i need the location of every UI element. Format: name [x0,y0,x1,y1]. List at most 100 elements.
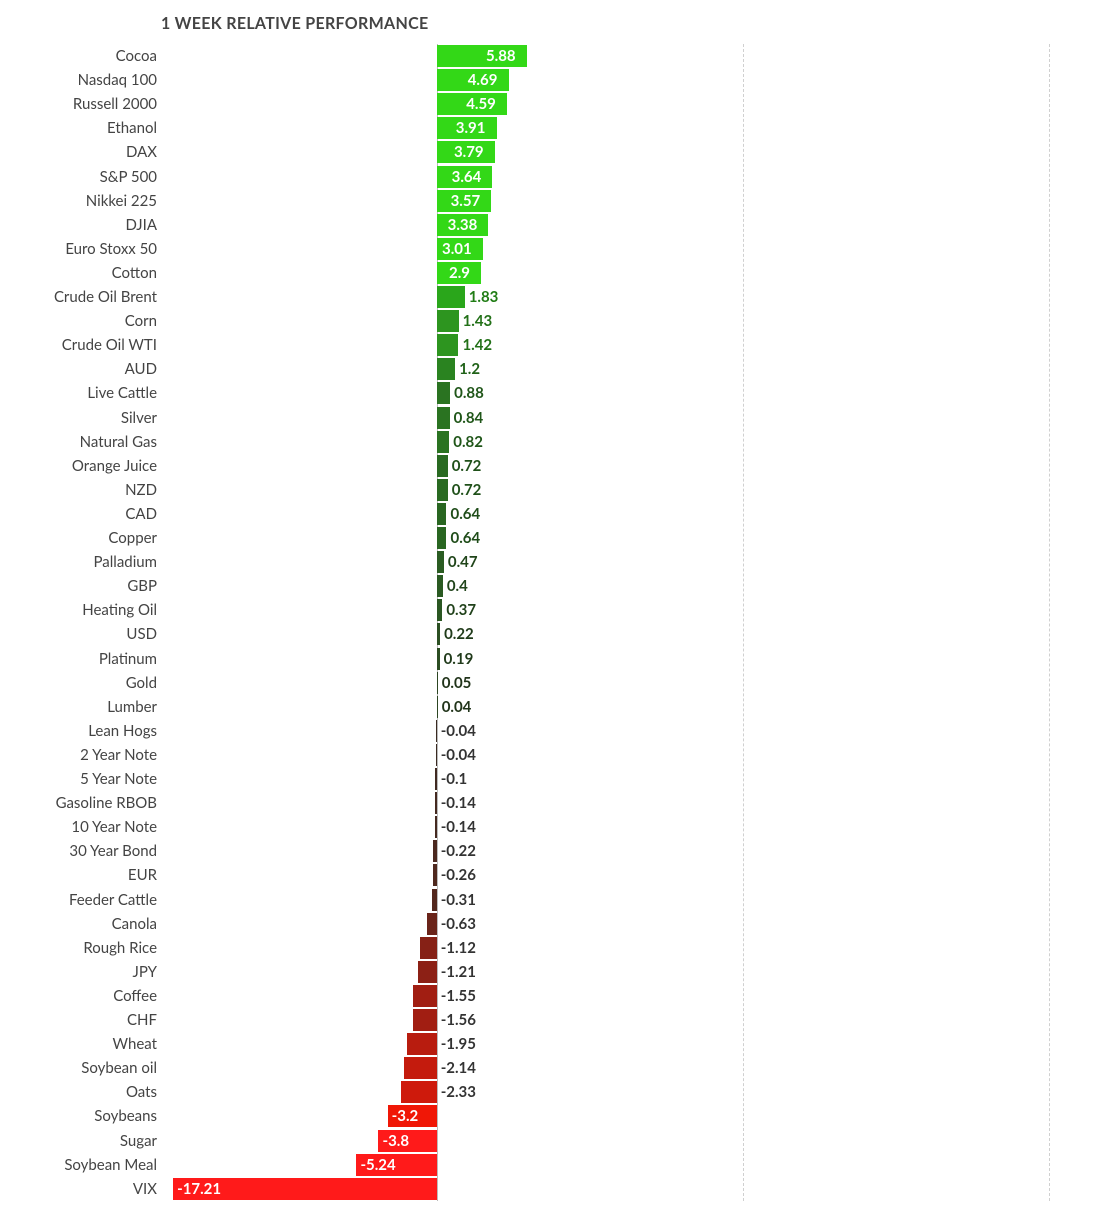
bar-label: Feeder Cattle [0,889,157,911]
bar-row: Ethanol3.91 [161,117,1080,139]
bar [437,575,443,597]
bar-row: Sugar-3.8 [161,1130,1080,1152]
bar-value: 3.79 [454,141,488,163]
bar-row: Crude Oil Brent1.83 [161,286,1080,308]
bar-row: 2 Year Note-0.04 [161,744,1080,766]
bar [436,744,437,766]
bar-label: JPY [0,961,157,983]
bar [437,503,447,525]
bar-row: GBP0.4 [161,575,1080,597]
bar-value: -0.04 [441,744,476,766]
bar-value: -3.2 [392,1105,419,1127]
bar-label: Soybeans [0,1105,157,1127]
bar-label: 30 Year Bond [0,840,157,862]
bar-label: Silver [0,407,157,429]
bar-label: USD [0,623,157,645]
bar-label: Corn [0,310,157,332]
bar-value: -1.55 [441,985,476,1007]
bar-value: 0.4 [447,575,468,597]
bar-label: Heating Oil [0,599,157,621]
bar-row: Soybean Meal-5.24 [161,1154,1080,1176]
bar-value: 0.19 [444,648,474,670]
chart-title: 1 WEEK RELATIVE PERFORMANCE [161,14,428,33]
bar-label: Nasdaq 100 [0,69,157,91]
bar-value: -2.14 [441,1057,476,1079]
bar-row: Soybean oil-2.14 [161,1057,1080,1079]
bar-row: Rough Rice-1.12 [161,937,1080,959]
bar-row: Wheat-1.95 [161,1033,1080,1055]
bar-value: 1.83 [469,286,499,308]
bar [401,1081,437,1103]
bar-label: Crude Oil WTI [0,334,157,356]
bar-row: Palladium0.47 [161,551,1080,573]
bar-label: Live Cattle [0,382,157,404]
bar-value: -0.14 [441,816,476,838]
bar [437,672,438,694]
bar-row: Lumber0.04 [161,696,1080,718]
bar-label: AUD [0,358,157,380]
bar-label: Coffee [0,985,157,1007]
bar-value: 0.82 [453,431,483,453]
bar-row: Oats-2.33 [161,1081,1080,1103]
bar-row: Heating Oil0.37 [161,599,1080,621]
bar-row: 5 Year Note-0.1 [161,768,1080,790]
bar-row: Coffee-1.55 [161,985,1080,1007]
bar-label: Cotton [0,262,157,284]
bar-label: Canola [0,913,157,935]
bar-row: NZD0.72 [161,479,1080,501]
bar-value: 0.22 [444,623,474,645]
bar-label: DJIA [0,214,157,236]
bar-row: Canola-0.63 [161,913,1080,935]
bar-label: 2 Year Note [0,744,157,766]
bar-label: Soybean Meal [0,1154,157,1176]
bar [437,431,450,453]
bar-label: Oats [0,1081,157,1103]
bar-label: Gold [0,672,157,694]
bar [432,889,437,911]
bar-label: CHF [0,1009,157,1031]
bar-label: CAD [0,503,157,525]
bar [437,358,455,380]
bar-value: -0.26 [441,864,476,886]
bar-label: Palladium [0,551,157,573]
bar [437,479,448,501]
bar-label: Rough Rice [0,937,157,959]
bar-row: Copper0.64 [161,527,1080,549]
bar-label: S&P 500 [0,166,157,188]
bar-label: Lumber [0,696,157,718]
bar-row: CHF-1.56 [161,1009,1080,1031]
plot-area: Cocoa5.88Nasdaq 1004.69Russell 20004.59E… [161,44,1080,1201]
bar [433,840,436,862]
bar-value: 3.91 [456,117,490,139]
bar-label: Lean Hogs [0,720,157,742]
bar-value: -0.14 [441,792,476,814]
bar-value: -5.24 [360,1154,395,1176]
bar-value: 0.04 [442,696,472,718]
bar-row: Orange Juice0.72 [161,455,1080,477]
bar-value: 1.2 [459,358,480,380]
bar-row: JPY-1.21 [161,961,1080,983]
bar-row: Corn1.43 [161,310,1080,332]
performance-chart: 1 WEEK RELATIVE PERFORMANCE Cocoa5.88Nas… [0,0,1106,1206]
bar-row: 30 Year Bond-0.22 [161,840,1080,862]
bar-label: Ethanol [0,117,157,139]
bar [435,768,437,790]
bar-label: EUR [0,864,157,886]
bar-label: Soybean oil [0,1057,157,1079]
bar [437,286,465,308]
bar-value: 0.64 [451,527,481,549]
bar-label: Gasoline RBOB [0,792,157,814]
bar [437,334,459,356]
bar-value: 0.84 [454,407,484,429]
bar-value: -3.8 [382,1130,409,1152]
bar-label: DAX [0,141,157,163]
bar-value: 0.47 [448,551,478,573]
bar-row: Euro Stoxx 503.01 [161,238,1080,260]
bar-row: Gold0.05 [161,672,1080,694]
bar [437,696,438,718]
bar-row: Nikkei 2253.57 [161,190,1080,212]
bar-row: Cocoa5.88 [161,45,1080,67]
bar [433,864,437,886]
bar-row: Live Cattle0.88 [161,382,1080,404]
bar-value: 5.88 [486,45,520,67]
